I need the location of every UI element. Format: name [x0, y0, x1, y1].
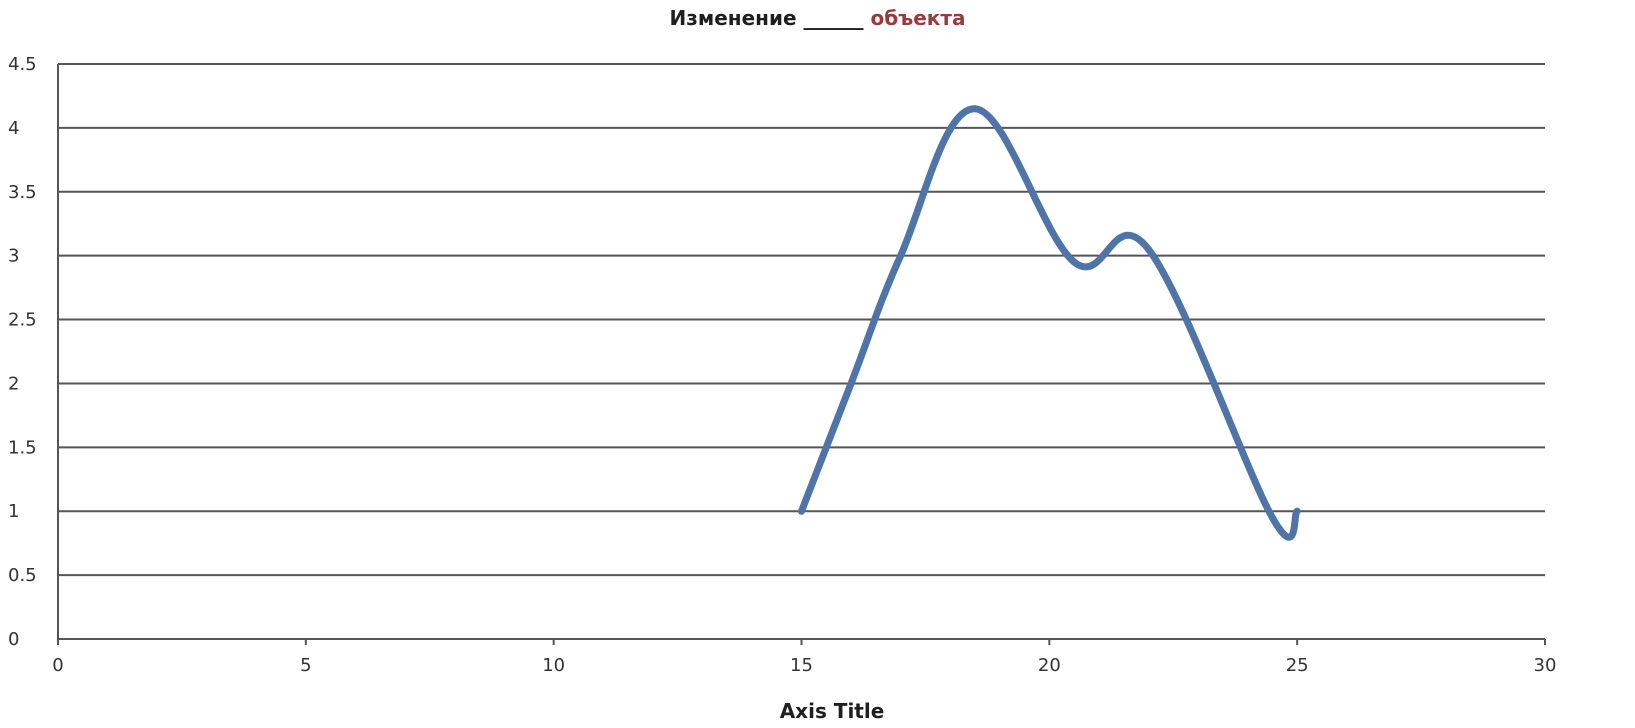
data-point-0-2 [897, 252, 904, 259]
axes [58, 64, 1545, 645]
x-tick-label-1: 5 [300, 655, 311, 676]
x-tick-label-0: 0 [52, 655, 63, 676]
x-tick-label-2: 10 [542, 655, 565, 676]
y-tick-label-6: 3 [8, 246, 19, 267]
x-tick-label-6: 30 [1534, 655, 1557, 676]
data-point-0-0 [798, 508, 805, 515]
data-point-0-7 [1294, 508, 1301, 515]
gridlines [58, 64, 1545, 575]
data-point-0-4 [1071, 259, 1078, 266]
y-tick-label-1: 0.5 [8, 565, 37, 586]
x-tick-label-4: 20 [1038, 655, 1061, 676]
y-tick-label-9: 4.5 [8, 54, 37, 75]
data-point-0-3 [971, 105, 978, 112]
y-tick-label-2: 1 [8, 501, 19, 522]
data-point-0-5 [1145, 246, 1152, 253]
y-tick-label-4: 2 [8, 373, 19, 394]
y-tick-label-3: 1.5 [8, 437, 37, 458]
y-tick-label-5: 2.5 [8, 310, 37, 331]
series [798, 105, 1301, 537]
series-line-0 [802, 109, 1298, 538]
x-tick-label-3: 15 [790, 655, 813, 676]
data-point-0-1 [848, 380, 855, 387]
x-axis-title: Axis Title [780, 699, 885, 723]
y-tick-label-0: 0 [8, 629, 19, 650]
x-tick-label-5: 25 [1286, 655, 1309, 676]
data-point-0-6 [1269, 514, 1276, 521]
y-tick-label-7: 3.5 [8, 182, 37, 203]
tick-labels: 0 5 10 15 20 25 30 0 0.5 1 1.5 2 2.5 3 3.5 4 4.5 [8, 54, 1556, 676]
y-tick-label-8: 4 [8, 118, 19, 139]
